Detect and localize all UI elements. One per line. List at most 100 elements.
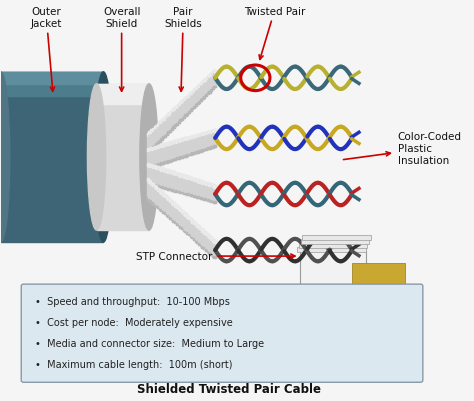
Bar <box>207 183 209 186</box>
Bar <box>150 182 152 203</box>
Bar <box>165 196 168 199</box>
Text: STP Connector: STP Connector <box>136 251 295 261</box>
Bar <box>186 138 188 140</box>
Bar <box>209 184 210 186</box>
Bar <box>155 185 157 187</box>
Bar <box>182 192 185 194</box>
Bar <box>164 195 166 215</box>
Bar <box>212 88 214 90</box>
Bar <box>212 185 214 188</box>
Bar <box>301 240 369 245</box>
Bar <box>203 231 205 234</box>
Bar <box>154 184 156 186</box>
Bar <box>179 140 182 142</box>
Bar <box>174 107 176 127</box>
Bar <box>165 144 168 163</box>
Bar <box>210 90 212 92</box>
Bar <box>213 146 216 148</box>
Bar <box>157 167 159 187</box>
Bar <box>164 135 166 137</box>
Bar <box>155 166 157 170</box>
Bar <box>176 190 178 192</box>
Bar <box>178 174 180 176</box>
Bar <box>212 255 214 257</box>
Bar <box>205 182 207 185</box>
Bar <box>210 238 212 240</box>
Bar <box>179 120 182 122</box>
Bar <box>152 147 154 168</box>
Bar <box>188 137 190 156</box>
Bar <box>159 208 161 210</box>
Bar <box>209 132 210 134</box>
Bar <box>179 103 182 122</box>
Bar <box>165 170 168 190</box>
Bar <box>196 135 199 153</box>
Bar <box>190 235 191 237</box>
Bar <box>162 162 164 164</box>
Bar <box>147 134 149 154</box>
Bar <box>186 215 188 218</box>
Bar <box>198 227 200 245</box>
Bar <box>198 134 200 137</box>
Bar <box>178 225 180 227</box>
Bar <box>171 189 173 191</box>
Bar <box>198 85 200 103</box>
Bar <box>160 145 163 165</box>
Bar <box>160 192 163 194</box>
Bar <box>174 222 176 224</box>
Bar <box>148 132 151 135</box>
Bar <box>167 143 169 146</box>
Bar <box>203 80 205 83</box>
Bar <box>155 205 157 207</box>
Bar <box>154 165 156 167</box>
Bar <box>181 101 183 120</box>
Bar <box>178 174 180 193</box>
Bar <box>159 168 161 188</box>
Bar <box>209 75 210 93</box>
Bar <box>160 186 163 188</box>
Bar <box>190 93 191 112</box>
Bar <box>157 124 159 144</box>
Bar <box>150 148 152 151</box>
Bar <box>186 155 188 157</box>
Bar <box>157 207 159 209</box>
Bar <box>173 109 174 112</box>
Bar <box>165 144 168 146</box>
Bar <box>205 233 207 236</box>
Bar <box>200 245 202 247</box>
Bar <box>203 231 205 249</box>
Bar <box>213 71 216 73</box>
Bar <box>181 139 183 158</box>
Bar <box>150 149 152 151</box>
Bar <box>154 147 156 167</box>
Bar <box>198 227 200 229</box>
Bar <box>203 182 205 200</box>
Bar <box>205 95 207 97</box>
Bar <box>200 228 202 247</box>
Bar <box>190 137 191 140</box>
Bar <box>162 137 164 139</box>
Bar <box>203 133 205 136</box>
Bar <box>201 198 204 200</box>
Bar <box>150 165 152 185</box>
Bar <box>191 136 193 139</box>
Bar <box>152 165 154 186</box>
Bar <box>201 98 204 100</box>
Bar <box>159 190 161 210</box>
Bar <box>164 144 166 147</box>
Bar <box>164 169 166 172</box>
Bar <box>160 120 163 124</box>
Bar <box>0 73 103 97</box>
Bar <box>173 142 174 161</box>
Bar <box>173 127 174 129</box>
Bar <box>188 112 190 113</box>
Bar <box>207 235 209 253</box>
Bar <box>196 196 199 198</box>
Bar <box>195 223 197 242</box>
Bar <box>178 191 180 193</box>
Bar <box>157 164 159 166</box>
Bar <box>209 200 210 202</box>
Bar <box>165 161 168 163</box>
Text: •  Maximum cable length:  100m (short): • Maximum cable length: 100m (short) <box>35 359 232 369</box>
Bar <box>173 142 174 144</box>
